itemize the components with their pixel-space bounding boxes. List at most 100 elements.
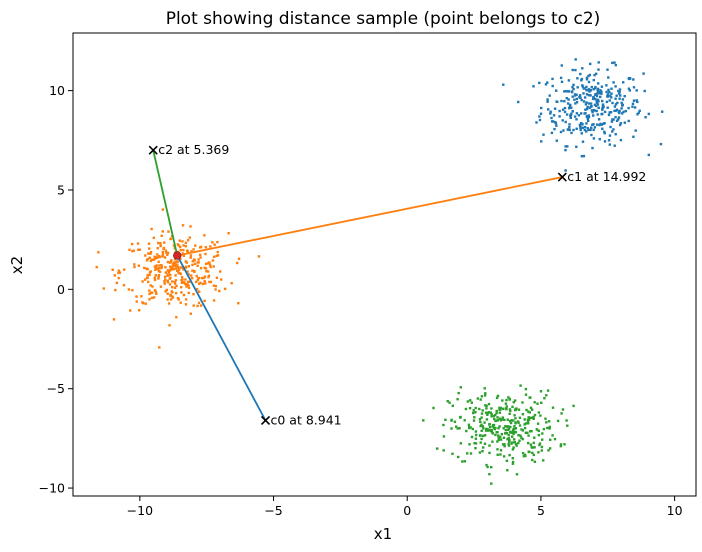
data-point [496,453,499,456]
data-point [598,138,601,141]
data-point [524,393,528,396]
data-point [499,435,502,439]
data-point [213,243,216,246]
data-point [608,143,611,146]
data-point [570,131,573,135]
data-point [209,245,212,248]
data-point [585,88,588,92]
data-point [160,234,163,237]
data-point [203,234,206,237]
y-axis-ticks: −10 −5 0 5 10 [39,83,73,496]
data-point [505,405,508,408]
data-point [622,81,625,84]
data-point [184,298,188,301]
data-point [219,270,222,273]
data-point [538,81,541,85]
data-point [544,417,547,420]
data-point [173,282,177,285]
data-point [517,434,520,437]
data-point [575,101,579,104]
data-point [593,73,596,77]
data-point [161,250,164,254]
data-point [177,270,180,273]
data-point [156,247,159,250]
data-point [169,269,172,272]
data-point [498,417,502,420]
data-point [511,441,514,444]
data-point [497,436,500,440]
data-point [574,68,577,72]
data-point [542,427,546,431]
data-point [530,430,533,433]
data-point [529,443,533,446]
data-point [647,153,650,157]
data-point [522,455,526,458]
data-point [600,90,603,93]
data-point [170,290,173,293]
data-point [496,448,499,451]
data-point [580,122,583,125]
data-point [560,80,564,83]
data-point [196,304,199,308]
data-point [575,112,579,115]
data-point [558,115,561,118]
data-point [619,138,623,142]
data-point [174,267,177,270]
data-point [170,259,173,263]
data-point [600,123,604,126]
data-point [164,249,168,252]
data-point [578,94,582,97]
data-point [574,102,577,105]
centroid-label-c2: c2 at 5.369 [158,142,229,157]
data-point [565,113,569,116]
data-point [209,265,212,269]
centroid-marker-c1 [557,172,567,182]
data-point [478,451,482,454]
data-point [512,432,515,436]
data-point [530,408,534,411]
data-point [635,89,638,92]
data-point [513,399,517,402]
data-point [613,105,617,108]
cluster-0 [502,58,664,172]
data-point [157,260,160,263]
data-point [527,416,530,419]
data-point [171,280,174,283]
data-point [518,439,521,442]
data-point [170,266,173,269]
data-point [502,455,506,458]
data-point [524,431,527,434]
data-point [581,126,584,129]
sample-point [173,251,182,260]
data-point [560,412,563,415]
data-point [204,252,207,256]
data-point [563,106,567,110]
data-point [495,396,499,399]
data-point [553,127,556,131]
data-point [589,94,592,97]
data-point [495,431,498,434]
data-point [168,324,171,327]
data-point [111,268,114,271]
data-point [537,451,540,454]
data-point [211,241,214,244]
data-point [628,77,632,80]
data-point [165,251,168,254]
data-point [621,98,625,101]
data-point [586,117,589,120]
data-point [189,225,192,228]
data-point [176,263,179,266]
data-point [538,115,541,118]
data-point [442,423,445,427]
data-point [535,428,539,431]
data-point [578,95,581,99]
data-point [184,260,187,263]
data-point [132,249,135,252]
data-point [486,413,489,416]
data-point [514,408,518,411]
data-point [624,109,627,113]
data-point [178,239,181,242]
data-point [179,301,182,304]
data-point [555,89,558,92]
data-point [571,86,574,89]
